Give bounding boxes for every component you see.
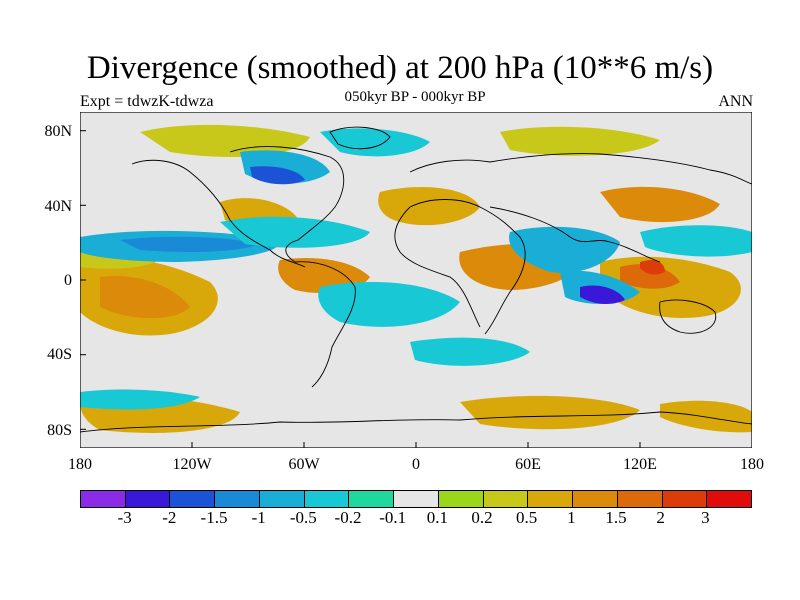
period-label: ANN	[718, 93, 753, 110]
fill-arctic-pos	[140, 124, 310, 157]
colorbar-label: 1.5	[605, 508, 627, 527]
colorbar-label: -0.2	[334, 508, 362, 527]
fill-indian-neg	[509, 226, 620, 273]
plot-subtitle: 050kyr BP - 000kyr BP	[344, 89, 486, 105]
colorbar-label: -1.5	[200, 508, 228, 527]
fill-south-atlantic-neg	[318, 282, 460, 327]
colorbar-swatch	[573, 491, 618, 507]
fill-eq-pacific-neg2	[120, 236, 260, 252]
lon-label-0: 0	[412, 456, 420, 473]
fill-greenland-neg	[320, 128, 430, 157]
fill-west-pacific-neg	[640, 225, 752, 257]
lat-label-40n: 40N	[44, 198, 72, 215]
fill-sw-pacific-pos2	[100, 276, 190, 319]
lon-label-180e: 180	[740, 456, 764, 473]
lon-label-120e: 120E	[623, 456, 657, 473]
coast-eurasia-north	[409, 153, 752, 185]
fill-southern-indian-pos	[460, 395, 640, 430]
colorbar-swatch	[259, 491, 305, 507]
fill-arctic-pos2	[500, 126, 660, 156]
fill-canada-neg2	[250, 166, 305, 185]
experiment-label: Expt = tdwzK-tdwza	[80, 93, 214, 110]
colorbar-swatch	[394, 491, 439, 507]
colorbar-swatch	[81, 491, 126, 507]
fill-southern-neg	[80, 389, 200, 410]
colorbar-label: -2	[162, 508, 177, 527]
colorbar-swatch	[304, 491, 350, 507]
coastlines	[80, 126, 752, 433]
lon-label-120w: 120W	[172, 456, 212, 473]
colorbar-label: 1	[567, 508, 576, 527]
lon-label-60e: 60E	[515, 456, 541, 473]
colorbar-swatch	[662, 491, 708, 507]
colorbar	[80, 490, 752, 508]
colorbar-swatch	[349, 491, 395, 507]
map-tick-marks	[80, 130, 641, 448]
colorbar-label: -3	[117, 508, 132, 527]
colorbar-swatch	[483, 491, 529, 507]
lat-label-0: 0	[64, 272, 72, 289]
lat-label-80n: 80N	[44, 123, 72, 140]
colorbar-swatch	[528, 491, 574, 507]
fill-maritime-pos	[620, 264, 680, 289]
colorbar-label: 0.5	[516, 508, 538, 527]
lon-label-180w: 180	[68, 456, 92, 473]
colorbar-swatch	[170, 491, 216, 507]
fill-south-atlantic-neg2	[410, 337, 530, 366]
divergence-map	[80, 112, 752, 448]
colorbar-swatch	[707, 491, 752, 507]
colorbar-swatch	[125, 491, 171, 507]
fill-north-atlantic-pos	[378, 187, 480, 226]
coast-north-america-east	[229, 146, 345, 263]
plot-title: Divergence (smoothed) at 200 hPa (10**6 …	[86, 50, 714, 86]
lon-label-60w: 60W	[288, 456, 320, 473]
coast-greenland	[329, 126, 391, 150]
coast-australia	[659, 299, 717, 334]
coast-africa-west	[394, 206, 481, 328]
contour-fills	[80, 124, 752, 433]
fill-maritime-pos-strong	[640, 260, 665, 275]
fill-indian-neg-strong	[580, 285, 625, 304]
coast-south-america	[294, 261, 356, 388]
coast-antarctica	[80, 411, 752, 433]
lat-label-40s: 40S	[47, 346, 72, 363]
fill-caribbean-neg	[220, 216, 370, 248]
coast-africa-east	[409, 199, 526, 335]
colorbar-label: -0.5	[289, 508, 317, 527]
colorbar-swatch	[215, 491, 260, 507]
fill-southern-pacific-pos	[660, 400, 752, 433]
fill-asia-pos	[600, 186, 720, 223]
colorbar-label: -1	[251, 508, 266, 527]
colorbar-swatch	[438, 491, 484, 507]
colorbar-label: -0.1	[379, 508, 407, 527]
lat-label-80s: 80S	[47, 422, 72, 439]
colorbar-label: 3	[701, 508, 710, 527]
colorbar-label: 0.1	[426, 508, 448, 527]
colorbar-swatch	[617, 491, 663, 507]
colorbar-label: 2	[656, 508, 665, 527]
coast-south-asia	[489, 206, 661, 263]
coast-north-america-west	[131, 159, 306, 268]
colorbar-label: 0.2	[471, 508, 493, 527]
